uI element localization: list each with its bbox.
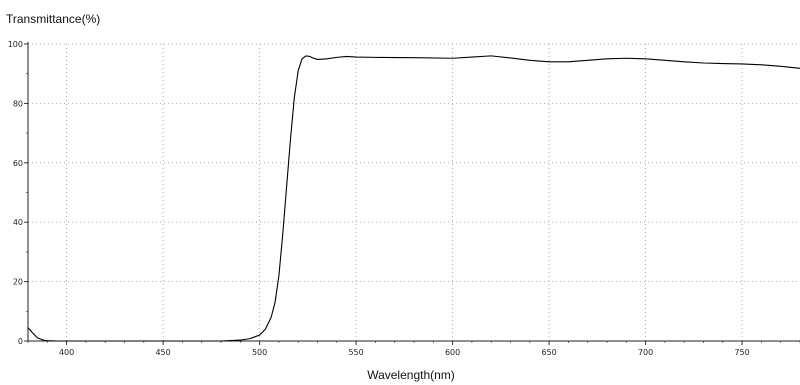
y-tick-label: 100 (8, 40, 23, 49)
x-tick-label: 500 (252, 348, 267, 357)
y-tick-label: 40 (13, 218, 23, 227)
x-tick-label: 550 (348, 348, 363, 357)
x-tick-label: 600 (445, 348, 460, 357)
y-tick-label: 0 (18, 337, 23, 346)
x-tick-label: 750 (734, 348, 749, 357)
x-tick-label: 450 (155, 348, 170, 357)
y-axis-label: Transmittance(%) (6, 12, 101, 26)
axis-layer: 400 450 500 550 600 650 700 750 0 20 40 60 80 100 (8, 40, 800, 357)
grid-layer (28, 43, 800, 341)
x-axis-label: Wavelength(nm) (367, 368, 455, 382)
y-tick-label: 80 (13, 99, 23, 108)
y-tick-label: 60 (13, 159, 23, 168)
y-tick-label: 20 (13, 278, 23, 287)
x-tick-label: 700 (638, 348, 653, 357)
x-tick-label: 650 (541, 348, 556, 357)
transmittance-curve (27, 55, 800, 342)
x-tick-label: 400 (59, 348, 74, 357)
series-layer (27, 55, 800, 342)
